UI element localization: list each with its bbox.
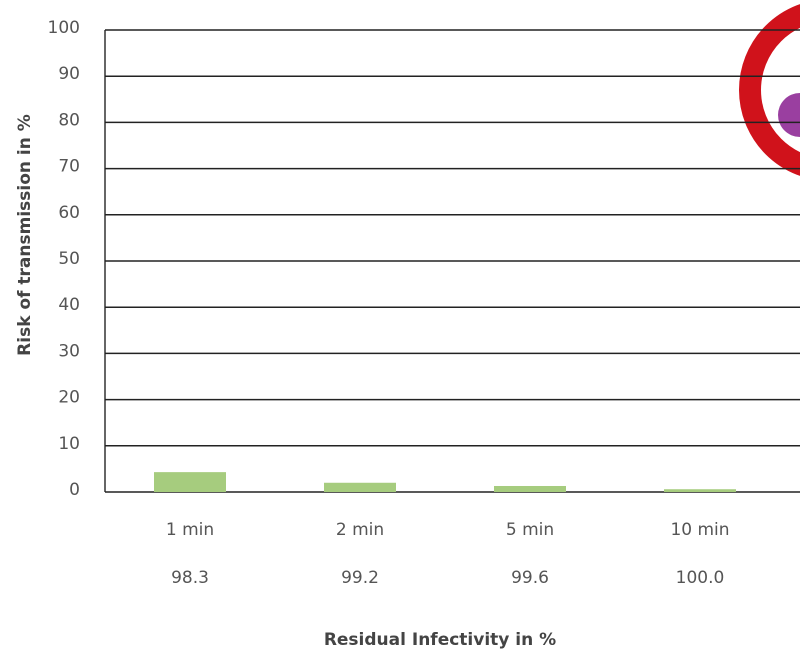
y-tick-label: 20	[58, 388, 80, 408]
x-axis-title: Residual Infectivity in %	[324, 630, 556, 650]
y-axis-title: Risk of transmission in %	[15, 114, 35, 356]
y-tick-label: 10	[58, 434, 80, 454]
y-tick-label: 80	[58, 110, 80, 130]
bar	[664, 489, 736, 492]
y-tick-label: 40	[58, 295, 80, 315]
y-tick-label: 0	[69, 480, 80, 500]
bar	[494, 485, 566, 492]
x-sublabel: 99.6	[511, 568, 549, 588]
x-tick-label: 10 min	[670, 520, 729, 540]
bar	[324, 482, 396, 492]
y-tick-label: 60	[58, 203, 80, 223]
bar	[154, 472, 226, 492]
x-sublabel: 100.0	[676, 568, 725, 588]
y-tick-label: 50	[58, 249, 80, 269]
x-tick-label: 2 min	[336, 520, 384, 540]
y-tick-label: 90	[58, 64, 80, 84]
y-tick-label: 100	[48, 18, 80, 38]
x-sublabel: 99.2	[341, 568, 379, 588]
x-tick-label: 1 min	[166, 520, 214, 540]
x-tick-label: 5 min	[506, 520, 554, 540]
x-sublabel: 98.3	[171, 568, 209, 588]
y-tick-label: 70	[58, 157, 80, 177]
decorative-icon	[739, 4, 800, 176]
y-tick-label: 30	[58, 341, 80, 361]
